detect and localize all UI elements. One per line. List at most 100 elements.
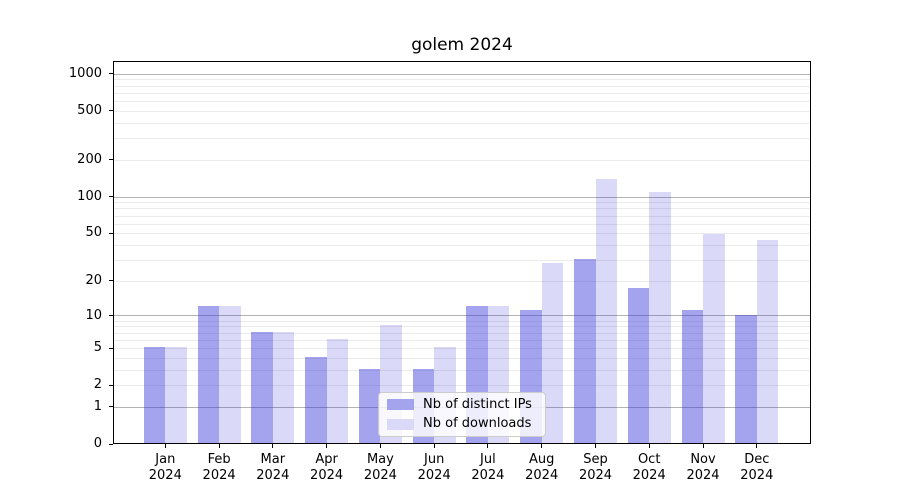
bar-downloads-sep <box>595 178 617 443</box>
y-tick <box>109 443 113 445</box>
bar-downloads-oct <box>649 191 671 443</box>
minor-gridline <box>114 138 810 140</box>
bar-distinct-ips-mar <box>251 331 273 443</box>
bar-distinct-ips-feb <box>197 305 220 443</box>
plot-area <box>113 61 811 444</box>
y-tick <box>109 110 113 112</box>
minor-gridline <box>114 92 810 94</box>
x-tick <box>595 444 596 448</box>
legend-item-downloads: Nb of downloads <box>387 416 537 434</box>
bar-downloads-mar <box>272 331 295 443</box>
y-tick-label: 100 <box>77 188 102 204</box>
bar-distinct-ips-sep <box>574 259 596 443</box>
y-tick <box>109 280 113 282</box>
x-tick <box>648 444 650 448</box>
minor-gridline <box>114 280 810 282</box>
x-tick <box>164 444 166 448</box>
y-tick <box>109 384 113 386</box>
minor-gridline <box>114 244 810 246</box>
minor-gridline <box>114 159 810 161</box>
bar-downloads-nov <box>703 234 725 443</box>
y-tick <box>109 73 113 75</box>
minor-gridline <box>114 85 810 87</box>
x-tick-label: Jan 2024 <box>148 452 182 483</box>
bar-downloads-jan <box>165 347 187 443</box>
bar-distinct-ips-apr <box>305 356 327 443</box>
legend-swatch-distinct-ips-icon <box>387 399 414 411</box>
y-tick-label: 10 <box>85 307 102 323</box>
y-tick <box>109 196 113 198</box>
y-tick-label: 200 <box>77 151 102 167</box>
bar-distinct-ips-oct <box>627 288 650 443</box>
major-gridline <box>114 196 810 198</box>
minor-gridline <box>114 259 810 261</box>
x-tick-label: Dec 2024 <box>740 452 774 483</box>
y-tick-label: 2 <box>93 377 102 393</box>
y-tick <box>109 232 113 234</box>
x-tick-label: Apr 2024 <box>310 452 344 483</box>
minor-gridline <box>114 326 810 328</box>
y-tick <box>109 315 113 316</box>
x-tick <box>218 444 220 448</box>
minor-gridline <box>114 110 810 112</box>
minor-gridline <box>114 208 810 210</box>
bar-distinct-ips-may <box>358 368 381 443</box>
bar-distinct-ips-nov <box>681 309 703 443</box>
x-tick <box>326 444 328 448</box>
x-tick <box>379 444 381 448</box>
bar-downloads-feb <box>219 305 241 443</box>
y-tick-label: 20 <box>85 272 102 288</box>
minor-gridline <box>114 215 810 217</box>
minor-gridline <box>114 320 810 322</box>
y-tick-label: 1 <box>93 398 102 414</box>
x-tick <box>541 444 543 448</box>
minor-gridline <box>114 369 810 371</box>
x-tick <box>487 444 489 448</box>
x-tick-label: Nov 2024 <box>686 452 720 483</box>
bar-downloads-aug <box>541 262 564 443</box>
x-tick-label: Sep 2024 <box>578 452 613 483</box>
minor-gridline <box>114 347 810 349</box>
minor-gridline <box>114 202 810 204</box>
x-tick <box>433 444 435 448</box>
x-tick-label: Jul 2024 <box>471 452 505 483</box>
y-tick-label: 500 <box>77 102 102 118</box>
x-tick <box>756 444 758 448</box>
x-tick-label: Oct 2024 <box>632 452 666 483</box>
minor-gridline <box>114 233 810 235</box>
bar-distinct-ips-jan <box>143 347 166 443</box>
minor-gridline <box>114 339 810 341</box>
legend-swatch-downloads-icon <box>387 418 414 430</box>
minor-gridline <box>114 122 810 124</box>
x-tick-label: Mar 2024 <box>256 452 290 483</box>
y-tick-label: 1000 <box>68 65 102 81</box>
x-tick-label: May 2024 <box>363 452 397 483</box>
minor-gridline <box>114 332 810 334</box>
minor-gridline <box>114 101 810 103</box>
y-tick <box>109 159 113 161</box>
minor-gridline <box>114 385 810 387</box>
chart-title: golem 2024 <box>411 35 513 55</box>
legend-label-distinct-ips: Nb of distinct IPs <box>423 396 532 412</box>
x-tick-label: Feb 2024 <box>202 452 236 483</box>
y-tick-label: 0 <box>93 436 102 451</box>
x-tick <box>272 444 274 448</box>
y-tick-label: 5 <box>93 340 102 355</box>
y-tick <box>109 347 113 349</box>
minor-gridline <box>114 357 810 359</box>
bar-distinct-ips-dec <box>735 314 757 443</box>
bar-downloads-apr <box>326 338 349 443</box>
bar-downloads-dec <box>756 240 779 443</box>
major-gridline <box>114 315 810 317</box>
x-tick <box>702 444 704 448</box>
x-tick-label: Jun 2024 <box>417 452 451 483</box>
minor-gridline <box>114 79 810 81</box>
y-tick-label: 50 <box>85 225 102 241</box>
legend-label-downloads: Nb of downloads <box>423 416 532 432</box>
y-tick <box>109 406 113 408</box>
x-tick-label: Aug 2024 <box>525 452 559 483</box>
major-gridline <box>114 73 810 75</box>
minor-gridline <box>114 223 810 225</box>
legend-item-distinct-ips: Nb of distinct IPs <box>387 396 537 414</box>
